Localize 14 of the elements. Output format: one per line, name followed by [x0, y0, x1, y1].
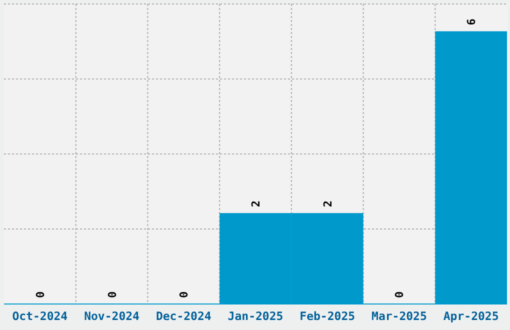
data-label: 6	[465, 18, 478, 26]
x-tick-label: Mar-2025	[372, 309, 427, 323]
data-label: 0	[34, 291, 47, 298]
x-tick-label: Oct-2024	[12, 309, 68, 323]
data-label: 0	[393, 291, 406, 298]
data-label: 0	[106, 291, 119, 298]
x-tick-label: Feb-2025	[300, 309, 356, 323]
x-tick-label: Apr-2025	[443, 309, 499, 323]
x-tick-label: Nov-2024	[84, 309, 140, 323]
data-label: 2	[250, 200, 262, 208]
data-label: 0	[178, 291, 191, 298]
data-label: 2	[321, 200, 334, 208]
x-tick-label: Dec-2024	[156, 309, 212, 323]
x-tick-label: Jan-2025	[228, 309, 284, 323]
